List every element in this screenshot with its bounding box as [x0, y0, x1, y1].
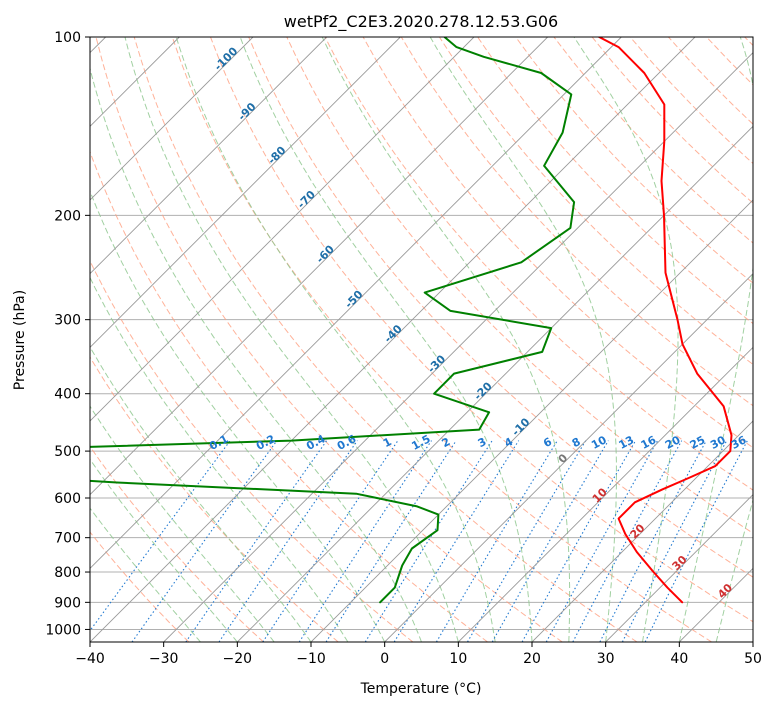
dry-adiabat: [248, 37, 753, 578]
moist-adiabat: [90, 458, 238, 642]
moist-adiabat: [90, 276, 349, 642]
chart-title: wetPf2_C2E3.2020.278.12.53.G06: [284, 12, 558, 32]
isotherm-line: [163, 52, 753, 642]
mixing-ratio-line: [131, 440, 278, 642]
moist-adiabat: [678, 37, 753, 642]
mixing-ratio-label: 25: [688, 433, 708, 452]
isotherm-line: [90, 37, 622, 569]
isotherm-line: [90, 37, 254, 201]
isotherm-line: [237, 125, 753, 642]
mixing-ratio-line: [467, 440, 587, 642]
isotherm-line: [384, 273, 753, 642]
temperature-line: [598, 37, 733, 604]
y-axis-label: Pressure (hPa): [12, 290, 28, 390]
mixing-ratio-line: [545, 440, 659, 642]
moist-adiabat: [90, 346, 312, 642]
x-tick-label: −20: [223, 651, 253, 667]
sounding-series: [90, 37, 733, 604]
isotherms: [90, 37, 753, 642]
moist-adiabat: [239, 37, 533, 642]
moist-adiabat: [175, 37, 496, 642]
mixing-ratio-line: [185, 440, 328, 642]
x-tick-label: −30: [149, 651, 179, 667]
x-axis: −40 −30 −20 −10 0 10 20 30 40 50: [75, 642, 762, 667]
y-tick-label: 100: [54, 30, 81, 46]
mixing-ratio-line: [435, 440, 558, 642]
x-tick-label: 50: [744, 651, 762, 667]
y-tick-label: 700: [54, 531, 81, 547]
y-tick-label: 300: [54, 313, 81, 329]
x-tick-label: 10: [449, 651, 467, 667]
horizontal-grid: [90, 37, 753, 630]
dry-adiabat: [400, 37, 753, 407]
dry-adiabat: [90, 531, 190, 642]
moist-adiabats: [90, 37, 753, 642]
x-tick-label: 40: [670, 651, 688, 667]
isotherm-line: [90, 37, 696, 642]
isotherm-line: [531, 420, 753, 642]
mixing-ratio-line: [521, 440, 637, 642]
moist-adiabat: [124, 37, 459, 642]
x-tick-label: −10: [296, 651, 326, 667]
mixing-ratio-line: [262, 440, 399, 642]
mixing-ratio-line: [325, 440, 457, 642]
mixing-ratio-label: 36: [729, 433, 749, 452]
isotherm-line: [90, 37, 475, 422]
plot-frame: [89, 36, 754, 643]
dewpoint-line: [90, 37, 576, 604]
x-tick-label: 0: [380, 651, 389, 667]
mixing-ratio-line: [572, 440, 683, 642]
moist-adiabat: [429, 37, 617, 642]
mixing-ratio-label: 13: [617, 433, 637, 452]
y-tick-label: 1000: [45, 622, 81, 638]
dry-adiabat: [90, 150, 488, 642]
x-axis-label: Temperature (°C): [360, 681, 482, 697]
x-tick-label: −40: [75, 651, 105, 667]
y-tick-label: 200: [54, 208, 81, 224]
isotherm-line: [310, 199, 753, 642]
moist-adiabat: [90, 507, 201, 642]
plot-area: 0.1 0.2 0.4 0.6 1 1.5 2 3 4 6 8 10 13 16 20 25 30 36-100-…: [90, 37, 753, 642]
mixing-ratio-line: [644, 440, 748, 642]
mixing-ratio-label: 16: [639, 433, 659, 452]
dry-adiabat: [133, 37, 638, 642]
dry-adiabat: [90, 445, 264, 642]
mixing-ratio-line: [298, 440, 432, 642]
isotherm-line: [458, 346, 753, 642]
dry-adiabat: [95, 37, 563, 642]
y-tick-label: 900: [54, 595, 81, 611]
y-tick-label: 800: [54, 565, 81, 581]
isotherm-line: [90, 37, 548, 496]
y-axis: 100 200 300 400 500 600 700 800 900 1000: [45, 30, 90, 638]
x-tick-label: 20: [523, 651, 541, 667]
mixing-ratio-label: 10: [589, 433, 609, 452]
mixing-ratio-line: [491, 440, 609, 642]
mixing-ratio-lines: [90, 440, 748, 642]
x-tick-label: 30: [597, 651, 615, 667]
dry-adiabat: [515, 37, 753, 284]
isotherm-line: [90, 37, 327, 275]
moist-adiabat: [321, 37, 571, 642]
y-tick-label: 400: [54, 387, 81, 403]
dry-adiabat: [438, 37, 753, 366]
mixing-ratio-label: 20: [663, 433, 683, 452]
y-tick-label: 600: [54, 491, 81, 507]
moist-adiabat: [90, 405, 275, 642]
isotherm-line: [90, 37, 401, 348]
dry-adiabat: [210, 37, 753, 623]
moist-adiabat: [90, 66, 422, 642]
mixing-ratio-line: [364, 440, 493, 642]
dry-adiabat: [90, 356, 339, 642]
dry-adiabat: [171, 37, 712, 642]
isotherm-line: [605, 494, 753, 642]
y-tick-label: 500: [54, 444, 81, 460]
moist-adiabat: [90, 189, 386, 642]
mixing-ratio-label: 30: [708, 433, 728, 452]
